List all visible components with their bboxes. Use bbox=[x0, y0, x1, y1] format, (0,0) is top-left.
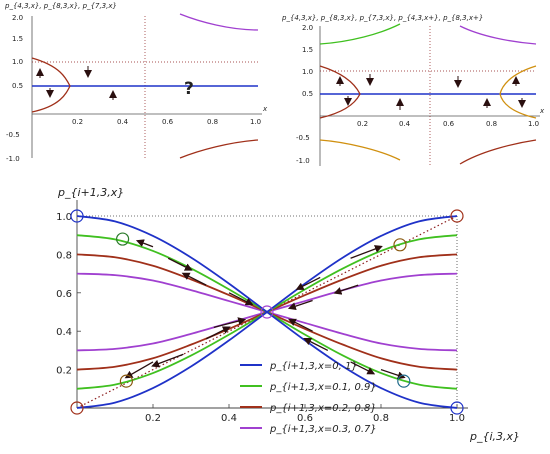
flow-arrow bbox=[205, 326, 231, 340]
panel2-purple-upper bbox=[459, 25, 537, 45]
legend-label: p_{i+1,3,x=0.2, 0.8} bbox=[269, 403, 377, 414]
arrows-group bbox=[124, 239, 406, 380]
panel1-xtick: 0.2 bbox=[72, 118, 83, 126]
panel2-xtick: 0.2 bbox=[357, 120, 368, 128]
legend-label: p_{i+1,3,x=0.1, 0.9} bbox=[269, 382, 377, 393]
panel2-ytick: -1.0 bbox=[296, 157, 310, 165]
fixed-point-circle bbox=[450, 209, 464, 223]
panel1-ylabel: p_{4,3,x}, p_{8,3,x}, p_{7,3,x} bbox=[4, 2, 117, 10]
fixed-point-circle bbox=[393, 238, 407, 252]
flow-arrow bbox=[124, 361, 154, 379]
panel1-brown-lower bbox=[179, 139, 259, 159]
flow-arrow bbox=[295, 276, 321, 290]
flow-arrow bbox=[213, 317, 247, 328]
panel1-xtick: 0.8 bbox=[207, 118, 218, 126]
fixed-point-circle bbox=[70, 401, 84, 415]
fixed-points-group bbox=[70, 209, 464, 415]
panel2-ytick: -0.5 bbox=[296, 134, 310, 142]
panel2-green-upper bbox=[319, 23, 401, 45]
flow-arrow bbox=[228, 292, 254, 306]
y-tick-label: 0.6 bbox=[56, 289, 72, 300]
x-tick-label: 1.0 bbox=[449, 413, 465, 424]
panel1: p_{4,3,x}, p_{8,3,x}, p_{7,3,x} x 2.0 1.… bbox=[4, 2, 268, 163]
panel1-ytick: -1.0 bbox=[6, 155, 20, 163]
flow-arrow bbox=[151, 353, 184, 368]
panel2-gold-loop bbox=[499, 65, 537, 119]
panel2-ytick: 2.0 bbox=[302, 24, 313, 32]
fixed-point-circle bbox=[119, 374, 134, 388]
x-tick-label: 0.2 bbox=[145, 413, 161, 424]
flow-arrow bbox=[181, 272, 207, 286]
panel2: p_{4,3,x}, p_{8,3,x}, p_{7,3,x}, p_{4,3,… bbox=[281, 14, 545, 166]
panel1-ytick: -0.5 bbox=[6, 131, 20, 139]
fixed-point-circle bbox=[70, 209, 84, 223]
y-tick-label: 0.4 bbox=[56, 327, 72, 338]
legend-label: p_{i+1,3,x=0, 1} bbox=[269, 361, 358, 372]
x-tick-label: 0.8 bbox=[373, 413, 389, 424]
panel1-xtick: 1.0 bbox=[250, 118, 261, 126]
flow-arrow bbox=[350, 245, 383, 259]
flow-arrow bbox=[288, 318, 313, 332]
panel2-ytick: 0.5 bbox=[302, 90, 313, 98]
panel2-xlabel: x bbox=[539, 107, 545, 115]
fixed-point-circle bbox=[397, 374, 411, 388]
legend: p_{i+1,3,x=0, 1} p_{i+1,3,x=0.1, 0.9} p_… bbox=[240, 361, 377, 435]
curves-group bbox=[76, 215, 458, 409]
flow-arrow bbox=[167, 257, 193, 271]
panel2-xtick: 0.6 bbox=[443, 120, 455, 128]
panel2-ytick: 1.5 bbox=[302, 46, 313, 54]
panel2-xtick: 0.8 bbox=[486, 120, 497, 128]
main-ylabel: p_{i+1,3,x} bbox=[57, 186, 124, 199]
x-tick-label: 0.4 bbox=[221, 413, 237, 424]
panel1-purple-upper bbox=[179, 13, 259, 31]
fixed-point-circle bbox=[260, 305, 274, 319]
panel2-brown-loop bbox=[319, 65, 361, 119]
panel2-gold-lower bbox=[319, 139, 401, 161]
main-xlabel: p_{i,3,x} bbox=[469, 430, 520, 443]
flow-arrow bbox=[350, 361, 376, 375]
legend-label: p_{i+1,3,x=0.3, 0.7} bbox=[269, 424, 377, 435]
main-chart: p_{i+1,3,x} p_{i,3,x} 0.2 0.4 0.6 0.8 1.0 0.… bbox=[56, 186, 520, 443]
fixed-point-circle bbox=[115, 232, 130, 246]
series-line bbox=[76, 215, 458, 409]
panel2-brown-lower bbox=[459, 139, 537, 165]
y-tick-label: 0.2 bbox=[56, 366, 72, 377]
panel1-question-mark: ? bbox=[184, 79, 194, 99]
panel1-ytick: 1.5 bbox=[12, 35, 23, 43]
panel1-xlabel: x bbox=[262, 105, 268, 113]
panel1-brown-loop bbox=[31, 57, 71, 113]
flow-arrow bbox=[303, 337, 329, 351]
x-tick-label: 0.6 bbox=[297, 413, 313, 424]
panel1-ytick: 0.5 bbox=[12, 82, 23, 90]
panel1-ytick: 2.0 bbox=[12, 14, 23, 22]
fixed-point-circle bbox=[450, 401, 464, 415]
x-ticks: 0.2 0.4 0.6 0.8 1.0 bbox=[145, 404, 465, 424]
y-tick-label: 1.0 bbox=[56, 212, 72, 223]
y-tick-label: 0.8 bbox=[56, 250, 72, 261]
flow-arrow bbox=[135, 239, 154, 248]
panel2-xtick: 1.0 bbox=[528, 120, 539, 128]
panel1-xtick: 0.4 bbox=[117, 118, 129, 126]
flow-arrow bbox=[287, 299, 313, 311]
panel1-ytick: 1.0 bbox=[12, 58, 23, 66]
flow-arrow bbox=[333, 284, 359, 295]
panel2-ytick: 1.0 bbox=[302, 68, 313, 76]
panel1-xtick: 0.6 bbox=[162, 118, 174, 126]
panel2-xtick: 0.4 bbox=[399, 120, 411, 128]
panel2-ylabel: p_{4,3,x}, p_{8,3,x}, p_{7,3,x}, p_{4,3,… bbox=[281, 14, 483, 22]
